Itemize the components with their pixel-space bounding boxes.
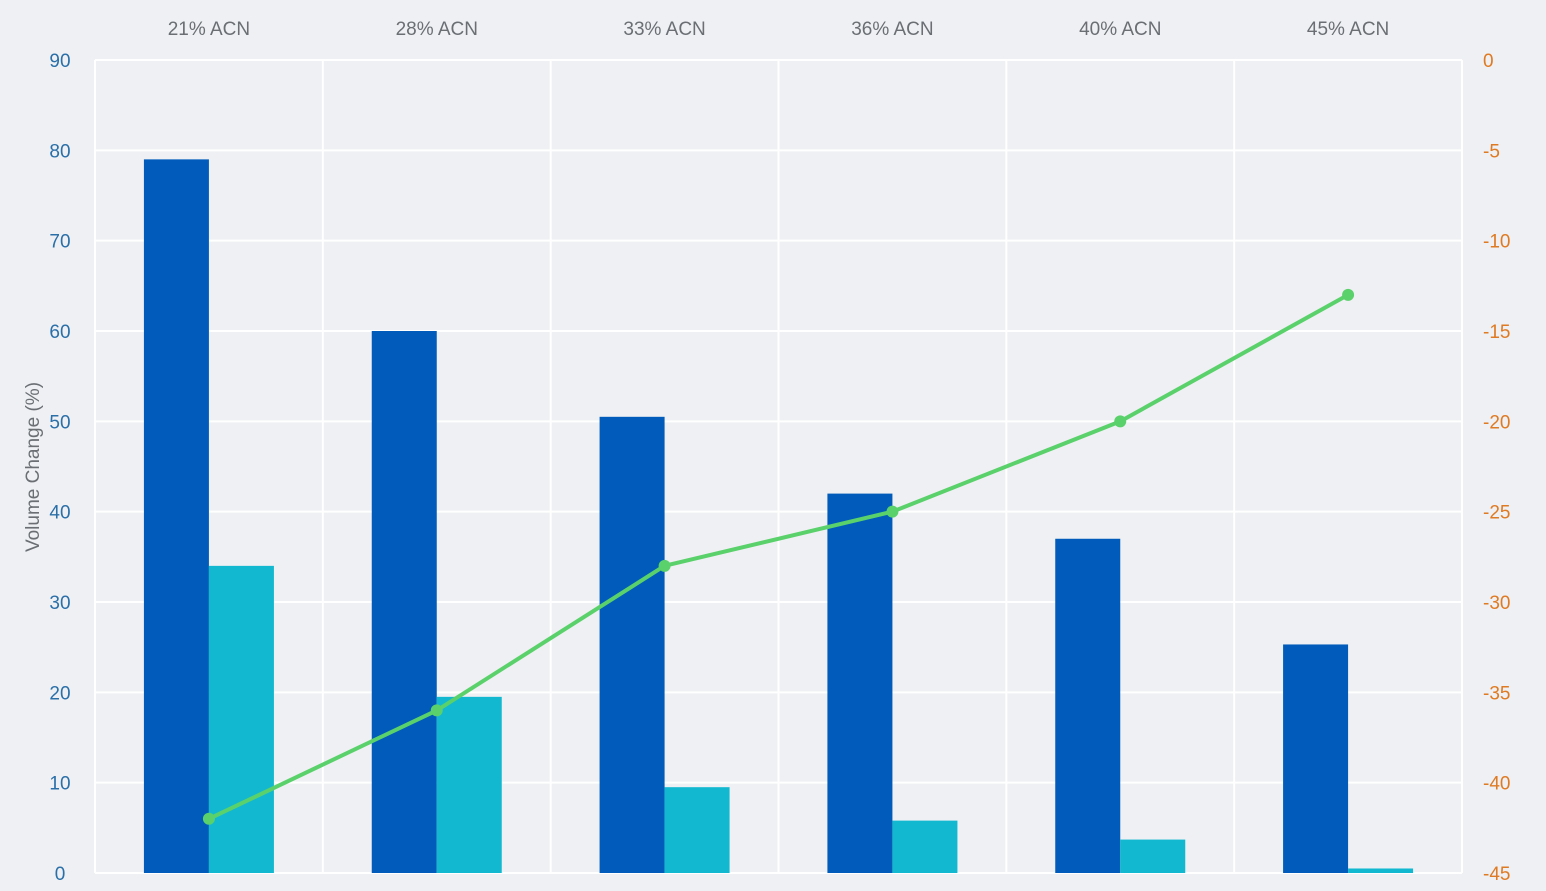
y-axis-title: Volume Change (%) xyxy=(23,382,44,552)
y2-tick-label: -30 xyxy=(1483,593,1510,614)
line-path xyxy=(208,293,1350,821)
y2-tick-label: -40 xyxy=(1483,774,1510,795)
right-axis-ticks: -45 -40 -35 -30 -25 -20 -15 -10 -5 0 xyxy=(1483,51,1510,885)
x-category-label: 21% ACN xyxy=(168,19,250,40)
line-point xyxy=(202,812,215,825)
y-tick-label: 20 xyxy=(49,683,70,704)
x-category-label: 28% ACN xyxy=(396,19,478,40)
bar-series-1 xyxy=(143,159,209,873)
bar-series-2 xyxy=(1348,868,1414,873)
bar-series-2 xyxy=(892,820,958,873)
y-tick-label: 70 xyxy=(49,232,70,253)
y-tick-label: 0 xyxy=(55,864,66,885)
category-labels: 21% ACN 28% ACN 33% ACN 36% ACN 40% ACN 45% A… xyxy=(168,19,1390,40)
bar-series-2 xyxy=(1120,839,1186,873)
bar-series-1 xyxy=(1055,538,1121,873)
y-tick-label: 90 xyxy=(49,51,70,72)
line-point xyxy=(1342,288,1355,301)
bar-series-2 xyxy=(664,787,730,873)
y-tick-label: 60 xyxy=(49,322,70,343)
bar-series-1 xyxy=(599,416,665,873)
y-tick-label: 80 xyxy=(49,141,70,162)
y2-tick-label: -45 xyxy=(1483,864,1510,885)
x-category-label: 33% ACN xyxy=(623,19,705,40)
x-category-label: 36% ACN xyxy=(851,19,933,40)
bars xyxy=(143,159,1414,873)
bar-series-1 xyxy=(371,331,437,873)
line-point xyxy=(430,704,443,717)
y2-tick-label: -5 xyxy=(1483,141,1500,162)
y2-tick-label: -25 xyxy=(1483,503,1510,524)
grid-lines xyxy=(94,59,1463,874)
bar-series-1 xyxy=(827,493,893,873)
y2-tick-label: -15 xyxy=(1483,322,1510,343)
x-category-label: 40% ACN xyxy=(1079,19,1161,40)
y-tick-label: 30 xyxy=(49,593,70,614)
line-point xyxy=(1114,415,1127,428)
y2-tick-label: -10 xyxy=(1483,232,1510,253)
bar-series-2 xyxy=(436,696,502,873)
line-series xyxy=(202,288,1355,825)
y-tick-label: 40 xyxy=(49,503,70,524)
line-point xyxy=(886,505,899,518)
x-category-label: 45% ACN xyxy=(1307,19,1389,40)
y-tick-label: 10 xyxy=(49,774,70,795)
y2-tick-label: -35 xyxy=(1483,683,1510,704)
line-point xyxy=(658,559,671,572)
y2-tick-label: -20 xyxy=(1483,412,1510,433)
bar-series-1 xyxy=(1283,644,1349,873)
left-axis-ticks: 0 10 20 30 40 50 60 70 80 90 xyxy=(49,51,70,885)
bar-series-2 xyxy=(208,565,274,873)
y-tick-label: 50 xyxy=(49,412,70,433)
y2-tick-label: 0 xyxy=(1483,51,1494,72)
